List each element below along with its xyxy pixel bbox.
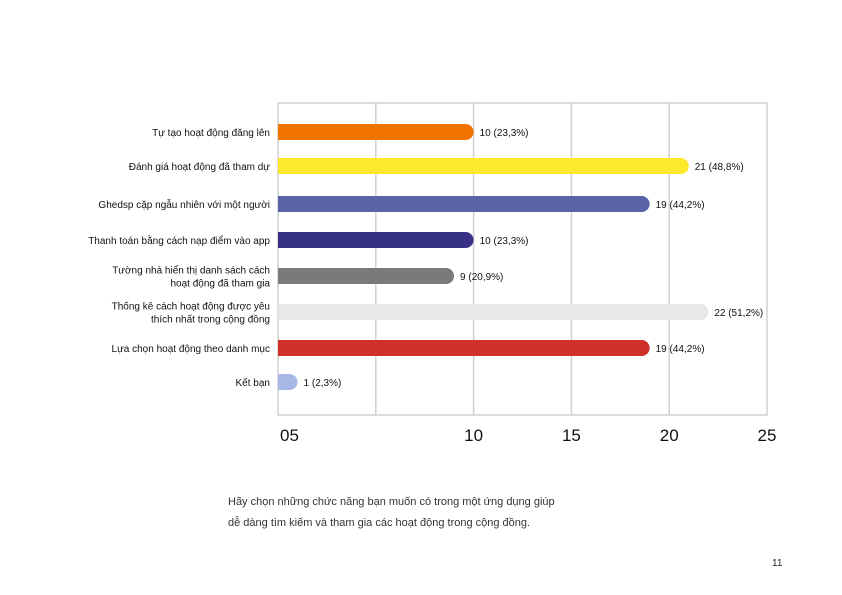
caption-line-2: dễ dàng tìm kiếm và tham gia các hoạt độ… <box>228 517 531 529</box>
bar-0 <box>278 124 474 140</box>
category-label-6-0: Lựa chọn hoạt động theo danh mục <box>112 344 270 355</box>
bar-base-5 <box>278 304 286 320</box>
category-label-0-0: Tự tạo hoạt động đăng lên <box>152 128 270 139</box>
value-label-5: 22 (51,2%) <box>714 308 763 319</box>
x-tick-label-3: 15 <box>562 426 581 445</box>
category-label-4-0: Tường nhà hiển thị danh sách cách <box>112 265 270 277</box>
value-label-1: 21 (48,8%) <box>695 162 744 173</box>
bar-base-4 <box>278 268 286 284</box>
page-number: 11 <box>772 558 783 569</box>
bar-5 <box>278 304 709 320</box>
bar-chart: 05 10 15 20 25 10 (23,3%) Tự tạo hoạt động đăn… <box>88 102 777 445</box>
value-label-6: 19 (44,2%) <box>656 344 705 355</box>
bar-base-6 <box>278 340 286 356</box>
x-tick-label-4: 20 <box>660 426 679 445</box>
category-label-5-0: Thống kê cách hoạt động được yêu <box>112 301 270 313</box>
x-tick-label-2: 10 <box>464 426 483 445</box>
bar-base-2 <box>278 196 286 212</box>
chart-caption: Hãy chọn những chức năng bạn muốn có tro… <box>228 492 555 534</box>
bar-base-0 <box>278 124 286 140</box>
value-label-4: 9 (20,9%) <box>460 272 503 283</box>
caption-line-1: Hãy chọn những chức năng bạn muốn có tro… <box>228 496 555 508</box>
x-tick-label-0: 05 <box>280 426 299 445</box>
bar-1 <box>278 158 689 174</box>
category-label-1-0: Đánh giá hoạt động đã tham dự <box>129 162 271 173</box>
bar-base-1 <box>278 158 286 174</box>
category-label-4-1: hoạt động đã tham gia <box>170 279 270 290</box>
category-label-5-1: thích nhất trong cộng đồng <box>151 314 270 326</box>
plot-frame <box>277 102 768 416</box>
value-label-2: 19 (44,2%) <box>656 200 705 211</box>
bar-4 <box>278 268 455 284</box>
value-label-0: 10 (23,3%) <box>480 128 529 139</box>
category-label-3-0: Thanh toán bằng cách nạp điểm vào app <box>88 234 270 247</box>
bar-2 <box>278 196 650 212</box>
value-label-7: 1 (2,3%) <box>304 378 342 389</box>
category-label-7-0: Kết bạn <box>236 377 270 389</box>
bar-3 <box>278 232 474 248</box>
category-label-2-0: Ghedsp cặp ngẫu nhiên với một người <box>98 198 270 211</box>
bar-6 <box>278 340 650 356</box>
bar-base-7 <box>278 374 286 390</box>
bar-base-3 <box>278 232 286 248</box>
value-label-3: 10 (23,3%) <box>480 236 529 247</box>
x-tick-label-5: 25 <box>758 426 777 445</box>
